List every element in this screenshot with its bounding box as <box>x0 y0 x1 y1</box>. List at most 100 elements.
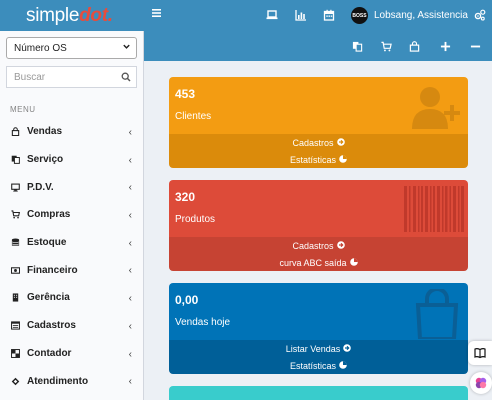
sidebar-item-label: Vendas <box>27 126 63 138</box>
menu-header: MENU <box>10 105 36 114</box>
logo-main-text: simple <box>26 4 80 26</box>
search-icon[interactable] <box>117 67 135 87</box>
laptop-icon[interactable] <box>265 8 279 22</box>
sidebar-item-pdv[interactable]: P.D.V. ‹ <box>0 173 143 201</box>
sidebar-item-label: Compras <box>27 209 71 221</box>
sidebar-item-cadastros[interactable]: Cadastros ‹ <box>0 312 143 340</box>
arrow-circle-right-icon <box>336 137 345 148</box>
link-text: curva ABC saída <box>279 257 347 268</box>
sidebar-item-gerencia[interactable]: Gerência ‹ <box>0 284 143 312</box>
barcode-icon <box>404 186 464 235</box>
sidebar-item-label: P.D.V. <box>27 181 54 193</box>
clientes-label: Clientes <box>175 111 212 122</box>
chevron-left-icon: ‹ <box>128 265 132 277</box>
top-navbar: simpledot. BOSS Lobsang, Assistencia <box>0 0 492 31</box>
bag-icon[interactable] <box>408 40 420 52</box>
sidebar-item-label: Contador <box>27 347 72 359</box>
link-text: Estatísticas <box>289 360 336 371</box>
logo-accent-text: dot. <box>79 4 113 26</box>
money-icon <box>10 265 20 275</box>
chevron-left-icon: ‹ <box>128 210 132 222</box>
teal-info-box <box>169 386 468 400</box>
sidebar-menu: Vendas ‹ Serviço ‹ P.D.V. ‹ Compras ‹ Es… <box>0 118 143 395</box>
vendas-estatisticas-link[interactable]: Estatísticas <box>169 357 468 374</box>
quick-actions-bar <box>144 31 492 61</box>
chevron-down-icon <box>122 42 131 54</box>
list-icon <box>10 321 20 331</box>
chevron-left-icon: ‹ <box>128 348 132 360</box>
pie-chart-icon <box>339 154 347 165</box>
clientes-count: 453 <box>175 87 196 101</box>
produtos-info-box: 320 Produtos Cadastros curva ABC saída <box>169 180 468 271</box>
clientes-cadastros-link[interactable]: Cadastros <box>169 134 468 151</box>
sidebar-item-label: Atendimento <box>27 375 89 387</box>
calendar-icon[interactable] <box>322 8 336 22</box>
produtos-curva-abc-link[interactable]: curva ABC saída <box>169 254 468 271</box>
clientes-estatisticas-link[interactable]: Estatísticas <box>169 151 468 168</box>
produtos-cadastros-link[interactable]: Cadastros <box>169 237 468 254</box>
user-menu[interactable]: BOSS Lobsang, Assistencia <box>351 6 468 25</box>
vendas-hoje-info-box: 0,00 Vendas hoje Listar Vendas Estatísti… <box>169 283 468 374</box>
sidebar-item-servico[interactable]: Serviço ‹ <box>0 146 143 174</box>
diamond-icon <box>10 376 20 386</box>
sidebar-item-compras[interactable]: Compras ‹ <box>0 201 143 229</box>
sidebar-item-contador[interactable]: Contador ‹ <box>0 340 143 368</box>
copy-icon <box>10 155 20 165</box>
search-type-value: Número OS <box>14 42 67 54</box>
sidebar-item-estoque[interactable]: Estoque ‹ <box>0 229 143 257</box>
link-text: Estatísticas <box>289 154 336 165</box>
sidebar-item-financeiro[interactable]: Financeiro ‹ <box>0 256 143 284</box>
link-text: Cadastros <box>292 137 334 148</box>
sidebar-item-label: Cadastros <box>27 320 76 332</box>
sidebar-item-label: Gerência <box>27 292 70 304</box>
user-plus-icon <box>412 83 464 132</box>
dashboard-content: 453 Clientes Cadastros Estatísticas 320 … <box>144 61 492 400</box>
pie-chart-icon <box>349 257 358 268</box>
cart-icon <box>10 210 20 220</box>
chevron-left-icon: ‹ <box>128 182 132 194</box>
listar-vendas-link[interactable]: Listar Vendas <box>169 340 468 357</box>
building-icon <box>10 293 20 303</box>
cart-icon[interactable] <box>380 40 392 52</box>
arrow-circle-right-icon <box>343 343 352 354</box>
vendas-hoje-label: Vendas hoje <box>175 317 231 328</box>
link-text: Cadastros <box>292 240 334 251</box>
sidebar: Número OS MENU Vendas ‹ Serviço ‹ P.D.V.… <box>0 31 144 400</box>
pie-chart-icon <box>339 360 347 371</box>
arrow-circle-right-icon <box>336 240 345 251</box>
brain-icon[interactable] <box>470 372 492 394</box>
link-text: Listar Vendas <box>285 343 341 354</box>
box-header: 453 Clientes <box>169 77 468 134</box>
user-name: Lobsang, Assistencia <box>374 10 468 21</box>
clientes-info-box: 453 Clientes Cadastros Estatísticas <box>169 77 468 168</box>
chevron-left-icon: ‹ <box>128 376 132 388</box>
sidebar-item-label: Serviço <box>27 154 64 166</box>
book-icon[interactable] <box>468 341 492 365</box>
produtos-count: 320 <box>175 190 196 204</box>
box-header: 0,00 Vendas hoje <box>169 283 468 342</box>
search-type-select[interactable]: Número OS <box>6 37 137 59</box>
minus-icon[interactable] <box>469 40 481 52</box>
hamburger-icon[interactable] <box>151 7 165 23</box>
vendas-hoje-value: 0,00 <box>175 293 199 307</box>
chevron-left-icon: ‹ <box>128 154 132 166</box>
logo[interactable]: simpledot. <box>0 0 144 31</box>
chevron-left-icon: ‹ <box>128 127 132 138</box>
desktop-icon <box>10 182 20 192</box>
box-header: 320 Produtos <box>169 180 468 237</box>
sidebar-item-atendimento[interactable]: Atendimento ‹ <box>0 367 143 395</box>
chevron-left-icon: ‹ <box>128 237 132 249</box>
shopping-bag-icon <box>414 287 460 342</box>
plus-icon[interactable] <box>439 40 451 52</box>
bar-chart-icon[interactable] <box>294 8 308 22</box>
search-input[interactable] <box>7 67 117 87</box>
chevron-left-icon: ‹ <box>128 293 132 305</box>
avatar: BOSS <box>351 7 368 24</box>
lock-bag-icon <box>10 127 20 137</box>
cogs-icon[interactable] <box>473 8 487 22</box>
chess-icon <box>10 348 20 358</box>
database-icon <box>10 238 20 248</box>
sidebar-item-vendas[interactable]: Vendas ‹ <box>0 118 143 146</box>
sidebar-search <box>6 66 137 88</box>
copy-icon[interactable] <box>351 40 363 52</box>
